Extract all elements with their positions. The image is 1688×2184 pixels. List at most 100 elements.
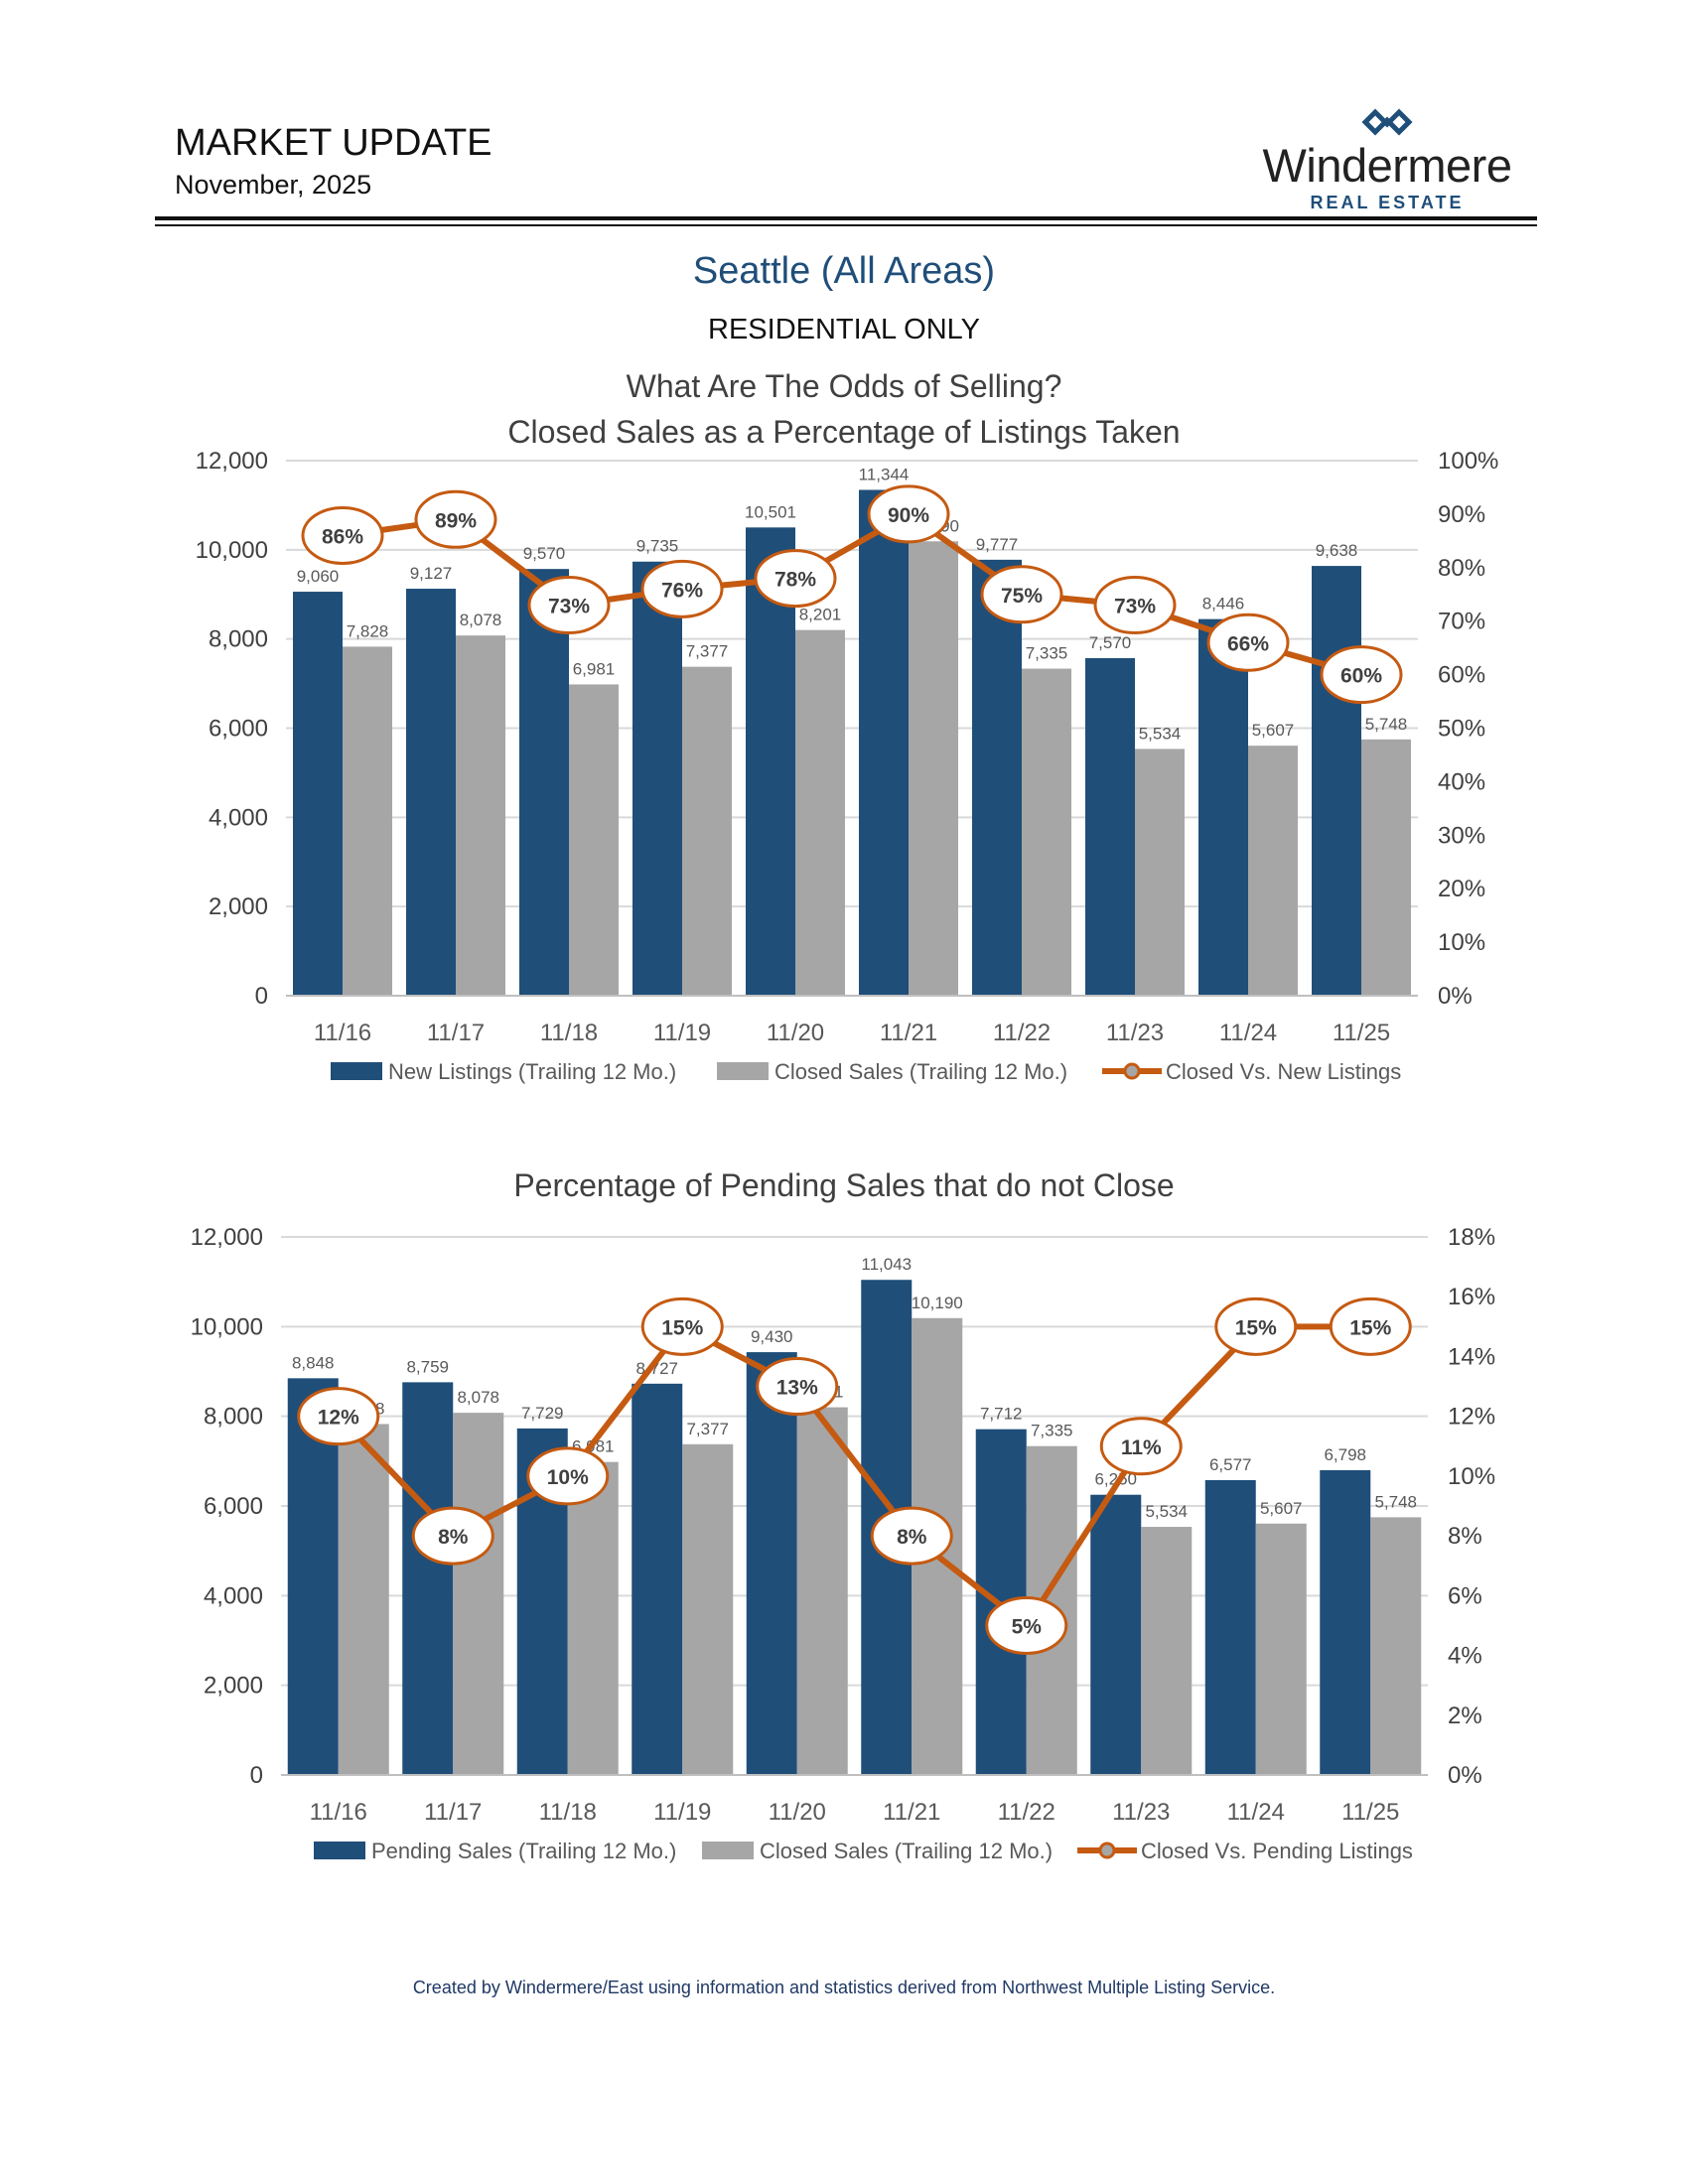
- closed-sales-bar: [796, 1407, 848, 1775]
- line-data-label: 89%: [435, 509, 477, 532]
- primary-bar: [293, 592, 343, 996]
- bar-data-label: 8,078: [460, 611, 502, 629]
- bar-data-label: 7,377: [686, 642, 729, 661]
- line-point-marker: [980, 565, 1063, 624]
- line-point-marker: [1320, 645, 1403, 705]
- chart-title-line: Closed Sales as a Percentage of Listings…: [507, 414, 1180, 450]
- x-axis-tick-label: 11/21: [883, 1799, 940, 1826]
- closed-sales-bar: [456, 635, 505, 996]
- y2-axis-tick-label: 4%: [1448, 1643, 1482, 1670]
- y-axis-tick-label: 6,000: [209, 716, 268, 743]
- y2-axis-tick-label: 80%: [1438, 555, 1485, 582]
- legend-marker: [1123, 1062, 1141, 1080]
- line-data-label: 86%: [322, 525, 363, 548]
- y2-axis-tick-label: 30%: [1438, 822, 1485, 849]
- line-data-label: 8%: [897, 1526, 927, 1549]
- line-point-marker: [527, 576, 611, 635]
- line-data-label: 15%: [1349, 1316, 1391, 1339]
- y2-axis-tick-label: 70%: [1438, 609, 1485, 635]
- legend-label: Closed Vs. New Listings: [1166, 1059, 1401, 1084]
- y-axis-tick-label: 10,000: [191, 1313, 263, 1340]
- windermere-logo: Windermere REAL ESTATE: [1243, 107, 1531, 212]
- closed-sales-bar: [567, 1461, 619, 1775]
- y-axis-tick-label: 0: [250, 1762, 263, 1789]
- logo-name: Windermere: [1262, 139, 1512, 192]
- legend-swatch: [314, 1842, 365, 1859]
- bar-data-label: 11,043: [861, 1255, 912, 1274]
- bar-data-label: 7,729: [521, 1404, 564, 1423]
- line-point-marker: [1206, 613, 1290, 672]
- closed-sales-bar: [1255, 1523, 1307, 1775]
- line-data-label: 15%: [1235, 1316, 1277, 1339]
- bar-data-label: 9,127: [410, 564, 453, 583]
- primary-bar: [1320, 1469, 1371, 1775]
- bar-data-label: 5,534: [1139, 724, 1182, 743]
- legend-swatch: [331, 1062, 382, 1080]
- bar-data-label: 10,501: [745, 502, 796, 521]
- odds-of-selling-chart-svg: What Are The Odds of Selling? Closed Sale…: [196, 368, 1499, 1084]
- primary-bar: [859, 489, 909, 996]
- bar-data-label: 5,748: [1374, 1492, 1417, 1511]
- report-title: MARKET UPDATE: [175, 122, 492, 164]
- bar-data-label: 9,638: [1316, 541, 1358, 560]
- y2-axis-tick-label: 100%: [1438, 448, 1498, 475]
- y2-axis-tick-label: 10%: [1438, 929, 1485, 956]
- closed-sales-bar: [1135, 749, 1185, 996]
- y2-axis-tick-label: 10%: [1448, 1463, 1495, 1490]
- y-axis-tick-label: 2,000: [209, 893, 268, 920]
- line-series: [336, 1323, 1371, 1629]
- line-data-label: 73%: [548, 596, 590, 618]
- legend-swatch: [702, 1842, 754, 1859]
- y2-axis-tick-label: 14%: [1448, 1343, 1495, 1370]
- bar-data-label: 9,430: [751, 1327, 793, 1346]
- footer-credit: Created by Windermere/East using informa…: [412, 1978, 1276, 1997]
- y2-axis-tick-label: 2%: [1448, 1703, 1482, 1729]
- y2-axis-tick-label: 8%: [1448, 1523, 1482, 1550]
- bar-data-label: 7,712: [980, 1405, 1023, 1424]
- line-data-label: 11%: [1121, 1436, 1162, 1459]
- bar-data-label: 7,828: [347, 621, 389, 640]
- line-point-marker: [526, 1446, 610, 1506]
- primary-bar: [972, 559, 1022, 996]
- y2-axis-tick-label: 90%: [1438, 501, 1485, 528]
- closed-sales-bar: [343, 646, 392, 996]
- closed-sales-bar: [569, 684, 619, 996]
- bar-data-label: 5,748: [1365, 715, 1408, 734]
- y2-axis-tick-label: 50%: [1438, 716, 1485, 743]
- closed-sales-bar: [682, 1443, 734, 1775]
- line-data-label: 13%: [776, 1377, 818, 1400]
- legend-label: New Listings (Trailing 12 Mo.): [388, 1059, 676, 1084]
- x-axis-tick-label: 11/19: [653, 1020, 711, 1046]
- y-axis-tick-label: 6,000: [204, 1493, 263, 1520]
- line-point-marker: [414, 489, 497, 549]
- bar-data-label: 5,607: [1252, 721, 1295, 740]
- y2-axis-tick-label: 18%: [1448, 1224, 1495, 1251]
- x-axis-tick-label: 11/17: [427, 1020, 485, 1046]
- line-data-label: 66%: [1227, 632, 1269, 655]
- header-rule-thick: [155, 216, 1537, 220]
- line-point-marker: [640, 559, 724, 618]
- report-date: November, 2025: [175, 170, 372, 200]
- x-axis-tick-label: 11/16: [314, 1020, 371, 1046]
- closed-sales-bar: [1022, 668, 1071, 996]
- line-point-marker: [985, 1595, 1068, 1655]
- closed-sales-bar: [795, 629, 845, 996]
- y2-axis-tick-label: 16%: [1448, 1284, 1495, 1310]
- y2-axis-tick-label: 20%: [1438, 876, 1485, 902]
- legend-label: Pending Sales (Trailing 12 Mo.): [371, 1839, 676, 1863]
- line-data-label: 78%: [774, 569, 816, 592]
- bar-data-label: 7,335: [1031, 1422, 1073, 1440]
- y-axis-tick-label: 0: [255, 983, 268, 1010]
- line-point-marker: [754, 549, 837, 609]
- line-data-label: 60%: [1340, 665, 1382, 688]
- x-axis-tick-label: 11/25: [1341, 1799, 1399, 1826]
- y-axis-tick-label: 12,000: [196, 448, 268, 475]
- y2-axis-tick-label: 60%: [1438, 662, 1485, 689]
- x-axis-tick-label: 11/24: [1227, 1799, 1285, 1826]
- y2-axis-tick-label: 0%: [1438, 983, 1473, 1010]
- x-axis-tick-label: 11/21: [880, 1020, 937, 1046]
- primary-bar: [1198, 618, 1248, 996]
- bar-data-label: 6,981: [573, 659, 616, 678]
- line-point-marker: [870, 1506, 953, 1566]
- x-axis-tick-label: 11/18: [539, 1799, 597, 1826]
